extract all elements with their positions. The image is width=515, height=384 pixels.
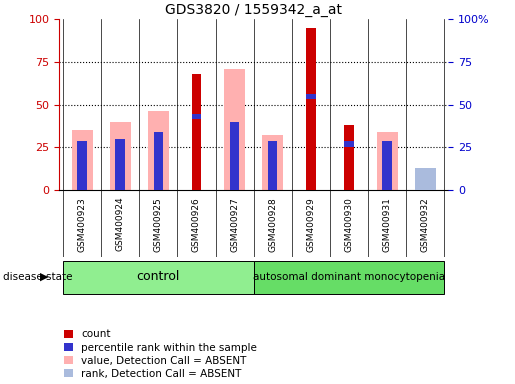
Bar	[344, 125, 354, 190]
Text: GSM400928: GSM400928	[268, 197, 277, 252]
Bar	[224, 69, 245, 190]
Text: GSM400930: GSM400930	[345, 197, 353, 252]
Text: disease state: disease state	[3, 272, 72, 282]
Bar	[230, 122, 239, 190]
Title: GDS3820 / 1559342_a_at: GDS3820 / 1559342_a_at	[165, 3, 342, 17]
Bar	[63, 261, 253, 294]
Text: control: control	[136, 270, 180, 283]
Text: GSM400931: GSM400931	[383, 197, 391, 252]
Text: GSM400926: GSM400926	[192, 197, 201, 252]
Bar	[268, 141, 278, 190]
Text: GSM400932: GSM400932	[421, 197, 430, 252]
Bar	[253, 261, 444, 294]
Bar	[344, 141, 354, 147]
Text: GSM400924: GSM400924	[116, 197, 125, 252]
Bar	[148, 111, 169, 190]
Bar	[415, 173, 436, 190]
Bar	[192, 114, 201, 119]
Bar	[110, 122, 131, 190]
Bar	[344, 144, 354, 190]
Text: GSM400925: GSM400925	[154, 197, 163, 252]
Bar	[77, 141, 87, 190]
Bar	[262, 136, 283, 190]
Text: autosomal dominant monocytopenia: autosomal dominant monocytopenia	[253, 272, 445, 282]
Bar	[192, 74, 201, 190]
Bar	[415, 168, 436, 190]
Bar	[153, 132, 163, 190]
Bar	[306, 28, 316, 190]
Text: ▶: ▶	[40, 272, 49, 282]
Bar	[306, 94, 316, 99]
Bar	[72, 130, 93, 190]
Bar	[192, 117, 201, 190]
Bar	[382, 141, 392, 190]
Legend: count, percentile rank within the sample, value, Detection Call = ABSENT, rank, : count, percentile rank within the sample…	[64, 329, 257, 379]
Bar	[115, 139, 125, 190]
Bar	[376, 132, 398, 190]
Bar	[306, 96, 316, 190]
Text: GSM400923: GSM400923	[78, 197, 87, 252]
Text: GSM400929: GSM400929	[306, 197, 315, 252]
Text: GSM400927: GSM400927	[230, 197, 239, 252]
